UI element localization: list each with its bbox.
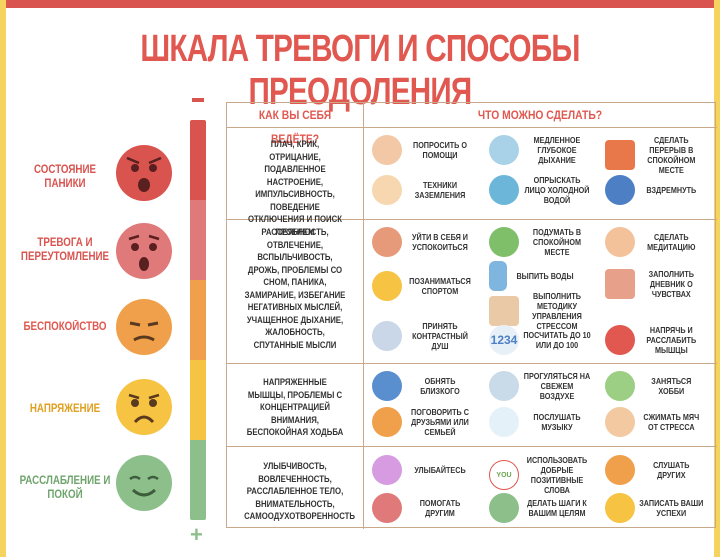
right-border [714,0,720,557]
diary-icon [605,269,635,299]
meditation-icon [605,227,635,257]
row-divider [227,127,717,128]
action-item: СДЕЛАТЬ МЕДИТАЦИЮ [605,227,715,257]
action-item: СДЕЛАТЬ ПЕРЕРЫВ В СПОКОЙНОМ МЕСТЕ [605,135,715,175]
music-icon [489,407,519,437]
calm-down-icon [372,227,402,257]
steps-icon [489,493,519,523]
action-item: УЛЫБАЙТЕСЬ [372,455,486,485]
coping-table: КАК ВЫ СЕБЯ ВЕДЁТЕ? ЧТО МОЖНО СДЕЛАТЬ? П… [226,102,717,529]
page-title: ШКАЛА ТРЕВОГИ И СПОСОБЫ ПРЕОДОЛЕНИЯ [140,28,580,113]
method-icon [489,296,519,326]
hug-icon [372,371,402,401]
smile-icon [372,455,402,485]
sleep-icon [605,175,635,205]
action-item: ПОГОВОРИТЬ С ДРУЗЬЯМИ ИЛИ СЕМЬЕЙ [372,407,486,437]
scale-plus: + [190,522,203,547]
action-item: УЙТИ В СЕБЯ И УСПОКОИТЬСЯ [372,227,486,257]
you-got-this-icon: YOU [489,460,519,490]
action-item: ПОДУМАТЬ В СПОКОЙНОМ МЕСТЕ [489,227,603,257]
tense-face-icon [115,378,173,436]
header-actions: ЧТО МОЖНО СДЕЛАТЬ? [477,108,603,122]
row-divider [227,219,717,220]
column-divider [363,103,364,529]
water-splash-icon [489,175,519,205]
panic-face-icon [115,144,173,202]
action-item: МЕДЛЕННОЕ ГЛУБОКОЕ ДЫХАНИЕ [489,135,603,165]
shower-icon [372,321,402,351]
behavior-worry: НАПРЯЖЕННЫЕ МЫШЦЫ, ПРОБЛЕМЫ С КОНЦЕНТРАЦ… [246,377,344,438]
level-label-calm: РАССЛАБЛЕНИЕ И ПОКОЙ [19,475,111,501]
level-label-tension: НАПРЯЖЕНИЕ [29,403,101,415]
water-bottle-icon [489,261,507,291]
hobby-icon [605,371,635,401]
sport-icon [372,271,402,301]
action-item: ПОМОГАТЬ ДРУГИМ [372,493,486,523]
top-accent-bar [0,0,720,8]
action-item: ОПРЫСКАТЬ ЛИЦО ХОЛОДНОЙ ВОДОЙ [489,175,603,205]
breathing-icon [489,135,519,165]
action-item: ВЫПОЛНИТЬ МЕТОДИКУ УПРАВЛЕНИЯ СТРЕССОМ [489,291,603,331]
heart-icon [605,325,635,355]
action-item: ПРОГУЛЯТЬСЯ НА СВЕЖЕМ ВОЗДУХЕ [489,371,603,401]
grounding-icon [372,175,402,205]
behavior-calm: УЛЫБЧИВОСТЬ, ВОВЛЕЧЕННОСТЬ, РАССЛАБЛЕННО… [244,461,356,522]
left-border [0,0,6,557]
level-label-anxiety: ТРЕВОГА И ПЕРЕУТОМЛЕНИЕ [20,237,110,263]
behavior-panic: ПЛАЧ, КРИК, ОТРИЦАНИЕ, ПОДАВЛЕННОЕ НАСТР… [247,139,343,238]
row-divider [227,446,717,447]
action-item: НАПРЯЧЬ И РАССЛАБИТЬ МЫШЦЫ [605,325,715,355]
anxious-face-icon [115,222,173,280]
listen-icon [605,455,635,485]
action-item: ВЫПИТЬ ВОДЫ [489,261,591,291]
stress-ball-icon [605,407,635,437]
action-item: ПРИНЯТЬ КОНТРАСТНЫЙ ДУШ [372,321,486,351]
action-item: СЖИМАТЬ МЯЧ ОТ СТРЕССА [605,407,715,437]
behavior-anxiety: РАССЕЯННОСТЬ, ОТВЛЕЧЕНИЕ, ВСПЫЛЬЧИВОСТЬ,… [244,227,346,351]
action-item: ЗАНЯТЬСЯ ХОББИ [605,371,715,401]
action-item: ПОЗАНИМАТЬСЯ СПОРТОМ [372,271,486,301]
action-item: ОБНЯТЬ БЛИЗКОГО [372,371,486,401]
numbers-icon: 1234 [489,325,519,355]
action-item: ПОСЛУШАТЬ МУЗЫКУ [489,407,603,437]
anxiety-scale-bar [190,120,206,520]
row-divider [227,363,717,364]
action-item: ВЗДРЕМНУТЬ [605,175,715,205]
calm-face-icon [115,454,173,512]
action-item: СЛУШАТЬ ДРУГИХ [605,455,715,485]
action-item: ЗАПИСАТЬ ВАШИ УСПЕХИ [605,493,715,523]
level-label-worry: БЕСПОКОЙСТВО [23,321,107,333]
help-others-icon [372,493,402,523]
header-behavior: КАК ВЫ СЕБЯ ВЕДЁТЕ? [258,108,332,146]
action-item: ПОПРОСИТЬ О ПОМОЩИ [372,135,486,165]
scale-minus [192,98,204,102]
worried-face-icon [115,298,173,356]
action-item: YOU ИСПОЛЬЗОВАТЬ ДОБРЫЕ ПОЗИТИВНЫЕ СЛОВА [489,455,603,495]
action-item: ТЕХНИКИ ЗАЗЕМЛЕНИЯ [372,175,486,205]
action-item: ЗАПОЛНИТЬ ДНЕВНИК О ЧУВСТВАХ [605,269,715,299]
action-item: ДЕЛАТЬ ШАГИ К ВАШИМ ЦЕЛЯМ [489,493,603,523]
landscape-icon [489,227,519,257]
action-item: 1234 ПОСЧИТАТЬ ДО 10 ИЛИ ДО 100 [489,325,603,355]
sunset-icon [605,140,635,170]
level-label-panic: СОСТОЯНИЕ ПАНИКИ [33,164,97,190]
write-icon [605,493,635,523]
help-icon [372,135,402,165]
talk-icon [372,407,402,437]
wind-icon [489,371,519,401]
